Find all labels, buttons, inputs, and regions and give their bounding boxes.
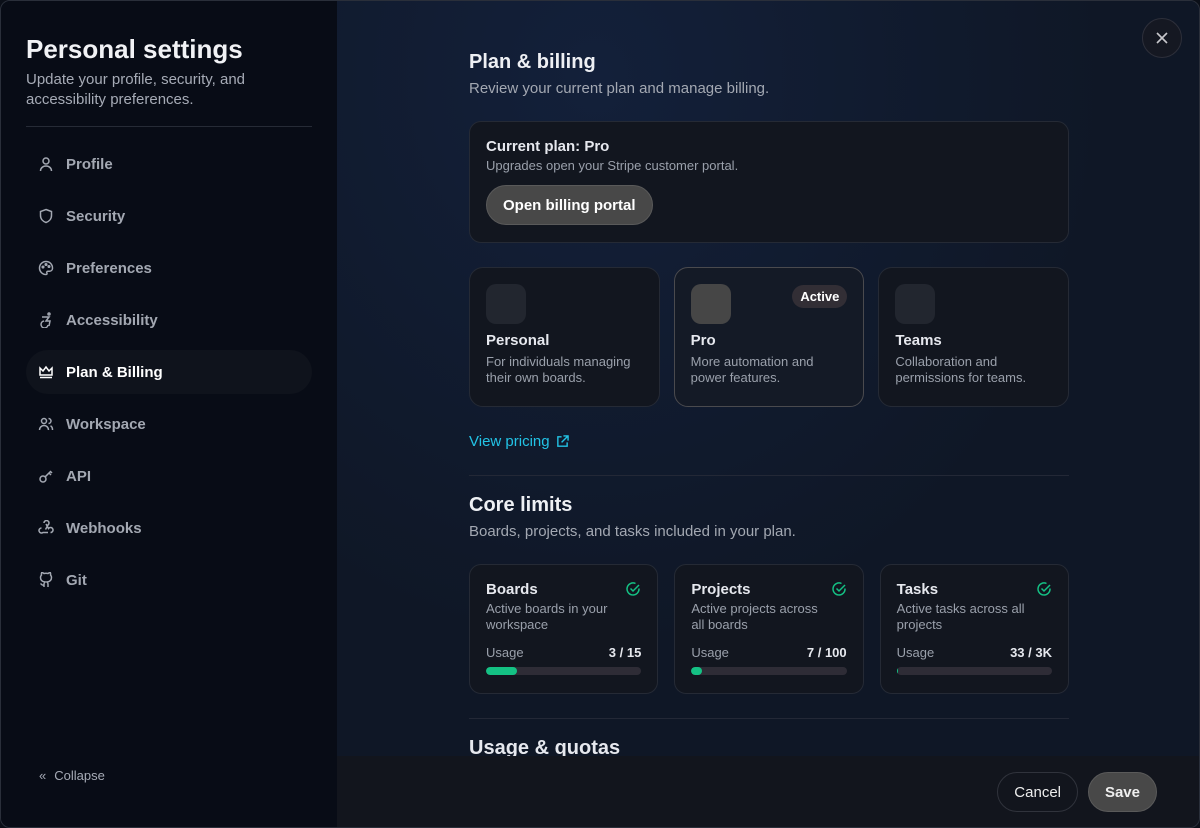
key-icon [39, 470, 53, 483]
sidebar-item-webhooks[interactable]: Webhooks [26, 506, 312, 550]
sidebar-item-git[interactable]: Git [26, 558, 312, 602]
plan-icon [690, 284, 731, 324]
usage-value: 7 / 100 [806, 645, 847, 660]
plan-icon [895, 284, 936, 324]
usage-label: Usage [691, 645, 729, 660]
sidebar-item-label: Webhooks [66, 519, 142, 537]
sidebar-item-label: Plan & Billing [66, 363, 163, 381]
sidebar-item-label: Accessibility [66, 311, 158, 329]
usage-label: Usage [896, 645, 935, 660]
usage-value: 33 / 3K [1010, 645, 1052, 660]
sidebar-subtitle: Update your profile, security, and acces… [26, 71, 246, 108]
limit-name: Tasks [896, 581, 939, 598]
sidebar-item-label: Preferences [66, 259, 152, 277]
plan-desc: More automation and power features. [690, 354, 814, 385]
section-desc: Review your current plan and manage bill… [469, 80, 770, 97]
divider [469, 718, 1069, 719]
sidebar-item-accessibility[interactable]: Accessibility [26, 298, 312, 342]
plan-name: Personal [486, 332, 550, 349]
palette-icon [38, 260, 54, 276]
external-link-icon [556, 435, 569, 447]
limit-desc: Active boards in your workspace [486, 601, 608, 632]
usage-row: Usage 7 / 100 [691, 645, 846, 660]
accessibility-icon [40, 312, 51, 328]
limit-card-projects: Projects Active projects across all boar… [674, 564, 864, 694]
limit-desc: Active tasks across all projects [896, 601, 1025, 632]
current-plan-card: Current plan: Pro Upgrades open your Str… [469, 121, 1069, 243]
usage-row: Usage 3 / 15 [486, 645, 641, 660]
plan-card-pro[interactable]: Active Pro More automation and power featu… [673, 267, 865, 407]
current-plan-subtitle: Upgrades open your Stripe customer porta… [486, 158, 739, 173]
usage-bar-fill [691, 667, 703, 675]
core-limits-title: Core limits [469, 494, 573, 516]
close-button[interactable] [1142, 18, 1182, 58]
sidebar-item-profile[interactable]: Profile [26, 142, 312, 186]
content: Plan & billing Review your current plan … [469, 51, 1070, 760]
sidebar-nav: Profile Security Preferences Accessibili… [26, 142, 312, 610]
sidebar-item-label: Git [66, 571, 87, 589]
plan-icon [486, 284, 526, 324]
limit-desc: Active projects across all boards [691, 601, 818, 632]
usage-quotas-title: Usage & quotas [469, 737, 621, 759]
usage-bar-fill [486, 667, 518, 675]
plan-desc: Collaboration and permissions for teams. [895, 354, 1027, 385]
chevrons-left-icon: « [39, 768, 47, 783]
sidebar-title: Personal settings [26, 34, 243, 64]
sidebar-item-plan-billing[interactable]: Plan & Billing [26, 350, 312, 394]
open-billing-portal-button[interactable]: Open billing portal [486, 185, 653, 225]
usage-value: 3 / 15 [608, 645, 642, 660]
sidebar-item-label: Profile [66, 155, 113, 173]
plan-card-personal[interactable]: Personal For individuals managing their o… [469, 267, 660, 407]
sidebar: Personal settings Update your profile, s… [1, 1, 337, 827]
github-icon [39, 572, 53, 587]
close-icon [1156, 32, 1168, 44]
view-pricing-label: View pricing [469, 433, 550, 450]
core-limits-desc: Boards, projects, and tasks included in … [469, 523, 796, 540]
plan-name: Teams [895, 332, 942, 349]
check-circle-icon [831, 582, 846, 596]
sidebar-item-label: Workspace [66, 415, 146, 433]
plan-card-teams[interactable]: Teams Collaboration and permissions for t… [878, 267, 1070, 407]
view-pricing-link[interactable]: View pricing [469, 433, 569, 450]
footer: Cancel Save [337, 756, 1199, 827]
usage-bar [691, 667, 847, 675]
usage-label: Usage [486, 645, 524, 660]
users-icon [38, 417, 54, 431]
divider [469, 475, 1069, 476]
collapse-label: Collapse [54, 768, 105, 783]
limit-card-boards: Boards Active boards in your workspace U… [469, 564, 659, 694]
plan-name: Pro [690, 332, 716, 349]
sidebar-item-label: API [66, 467, 92, 485]
limit-name: Projects [691, 581, 751, 598]
section-title: Plan & billing [469, 51, 596, 73]
save-button[interactable]: Save [1087, 772, 1157, 812]
sidebar-item-workspace[interactable]: Workspace [26, 402, 312, 446]
sidebar-item-security[interactable]: Security [26, 194, 312, 238]
cancel-button[interactable]: Cancel [997, 772, 1078, 812]
user-icon [39, 157, 53, 172]
limit-name: Boards [486, 581, 538, 598]
usage-row: Usage 33 / 3K [897, 645, 1052, 660]
limits-grid: Boards Active boards in your workspace U… [469, 564, 1069, 694]
shield-icon [39, 208, 53, 224]
crown-icon [39, 365, 53, 379]
limit-card-tasks: Tasks Active tasks across all projects U… [879, 564, 1069, 694]
divider [26, 126, 312, 127]
webhook-icon [38, 520, 54, 534]
usage-bar [896, 667, 1052, 675]
usage-bar-fill [896, 667, 899, 675]
current-plan-title: Current plan: Pro [486, 138, 610, 155]
check-circle-icon [1037, 582, 1051, 596]
active-badge: Active [792, 285, 848, 308]
collapse-button[interactable]: « Collapse [39, 768, 105, 783]
usage-bar [486, 667, 642, 675]
sidebar-item-api[interactable]: API [26, 454, 312, 498]
sidebar-item-label: Security [66, 207, 126, 225]
sidebar-item-preferences[interactable]: Preferences [26, 246, 312, 290]
plan-options: Personal For individuals managing their o… [469, 267, 1070, 407]
check-circle-icon [626, 582, 641, 596]
plan-desc: For individuals managing their own board… [486, 354, 631, 385]
main-panel: Plan & billing Review your current plan … [337, 1, 1199, 759]
